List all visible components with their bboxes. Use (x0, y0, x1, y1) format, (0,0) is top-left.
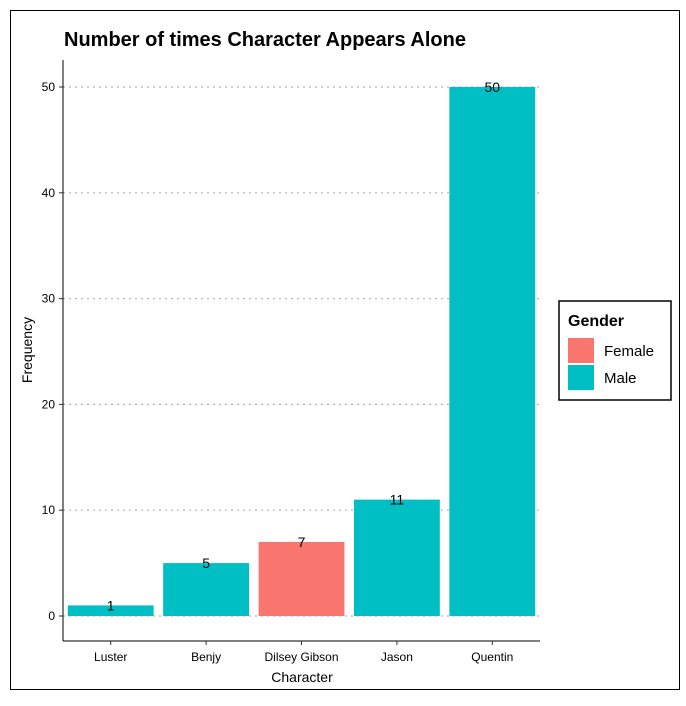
legend-swatch (568, 365, 594, 390)
x-axis-label: Character (271, 669, 333, 685)
y-tick-label: 10 (42, 503, 56, 517)
x-tick-label: Dilsey Gibson (264, 650, 338, 664)
y-tick-label: 30 (42, 292, 56, 306)
chart-title: Number of times Character Appears Alone (64, 29, 466, 51)
axes: 0 10 20 30 40 50 Luster Benjy Dilsey Gibson Jason… (42, 60, 540, 664)
data-label: 11 (390, 492, 405, 508)
x-tick-label: Luster (94, 650, 127, 664)
bar (163, 563, 250, 616)
bar (449, 87, 536, 616)
bar (258, 541, 345, 616)
legend-entries: Female Male (568, 338, 654, 390)
y-tick-label: 20 (42, 397, 56, 411)
y-tick-label: 0 (48, 609, 55, 623)
x-tick-label: Benjy (191, 650, 221, 664)
y-axis-label: Frequency (19, 317, 35, 383)
legend: Gender Female Male (558, 300, 672, 401)
data-label: 7 (298, 534, 306, 550)
bar (353, 499, 440, 616)
y-tick-label: 40 (42, 186, 56, 200)
legend-label: Female (604, 343, 654, 360)
legend-title: Gender (568, 313, 624, 330)
x-tick-label: Jason (381, 650, 413, 664)
bars (67, 87, 536, 616)
legend-label: Male (604, 370, 637, 387)
data-label: 1 (107, 597, 115, 613)
x-tick-label: Quentin (471, 650, 513, 664)
y-tick-label: 50 (42, 80, 56, 94)
data-label: 5 (202, 555, 210, 571)
data-labels: 1 5 7 11 50 (107, 79, 500, 613)
legend-swatch (568, 338, 594, 363)
data-label: 50 (485, 79, 501, 95)
bar (67, 605, 154, 616)
